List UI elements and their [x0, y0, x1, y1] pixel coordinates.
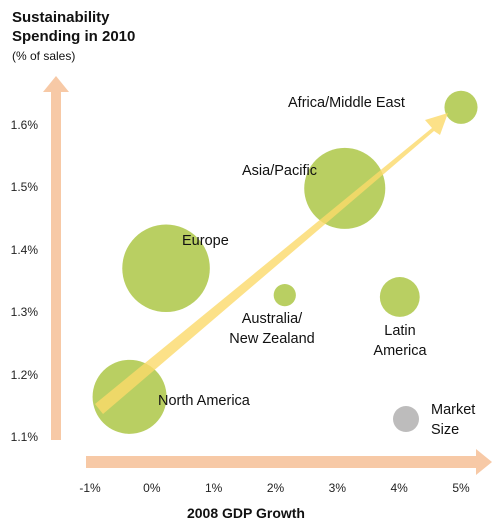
- x-tick-label: 4%: [390, 481, 408, 495]
- x-tick-label: 2%: [266, 481, 285, 495]
- bubble-label: Africa/Middle East: [288, 95, 405, 111]
- chart-title: Sustainability Spending in 2010: [12, 9, 136, 45]
- legend-label: Market Size: [431, 402, 476, 438]
- bubble: [379, 277, 420, 317]
- y-tick-label: 1.1%: [10, 430, 38, 444]
- legend-bubble: [393, 406, 419, 432]
- x-tick-label: 0%: [143, 481, 161, 495]
- x-tick-label: 5%: [452, 481, 470, 495]
- y-tick-label: 1.4%: [10, 242, 38, 257]
- x-axis-arrow: [86, 449, 492, 475]
- y-tick-label: 1.3%: [10, 305, 38, 320]
- chart-subtitle: (% of sales): [12, 49, 76, 63]
- y-tick-label: 1.2%: [10, 367, 38, 382]
- x-tick-label: 1%: [204, 481, 223, 495]
- y-tick-label: 1.5%: [10, 180, 38, 195]
- bubble-label: Australia/ New Zealand: [229, 311, 315, 347]
- bubble-label: North America: [158, 393, 250, 409]
- y-tick-label: 1.6%: [10, 118, 38, 132]
- x-tick-label: 3%: [328, 481, 346, 495]
- bubble: [92, 359, 167, 434]
- bubble: [273, 284, 296, 307]
- bubble-label: Latin America: [373, 323, 427, 359]
- trend-arrow: [95, 113, 448, 414]
- bubble-label: Asia/Pacific: [242, 163, 317, 179]
- x-axis-label: 2008 GDP Growth: [186, 505, 305, 521]
- bubble: [304, 147, 386, 229]
- bubble: [444, 90, 478, 124]
- bubble: [122, 224, 210, 313]
- x-tick-label: -1%: [79, 481, 101, 495]
- y-axis-arrow: [43, 76, 69, 440]
- bubble-label: Europe: [182, 233, 229, 249]
